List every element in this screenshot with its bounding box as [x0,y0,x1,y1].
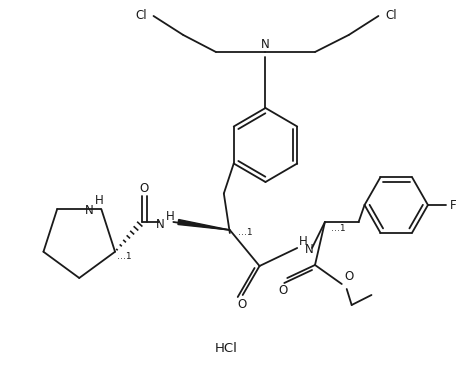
Text: Cl: Cl [135,9,147,21]
Text: H: H [95,194,104,207]
Text: …1: …1 [331,224,345,233]
Text: N: N [305,242,314,255]
Text: F: F [450,199,457,212]
Text: …1: …1 [238,227,252,236]
Text: O: O [139,181,148,194]
Text: O: O [345,270,354,283]
Text: H: H [166,209,175,223]
Text: O: O [237,298,246,312]
Text: HCl: HCl [214,341,237,355]
Text: N: N [261,37,270,50]
Text: N: N [85,204,93,217]
Text: H: H [299,234,308,248]
Text: Cl: Cl [385,9,397,21]
Polygon shape [178,220,230,230]
Text: N: N [156,218,165,230]
Text: O: O [279,283,288,297]
Text: …1: …1 [117,252,132,261]
